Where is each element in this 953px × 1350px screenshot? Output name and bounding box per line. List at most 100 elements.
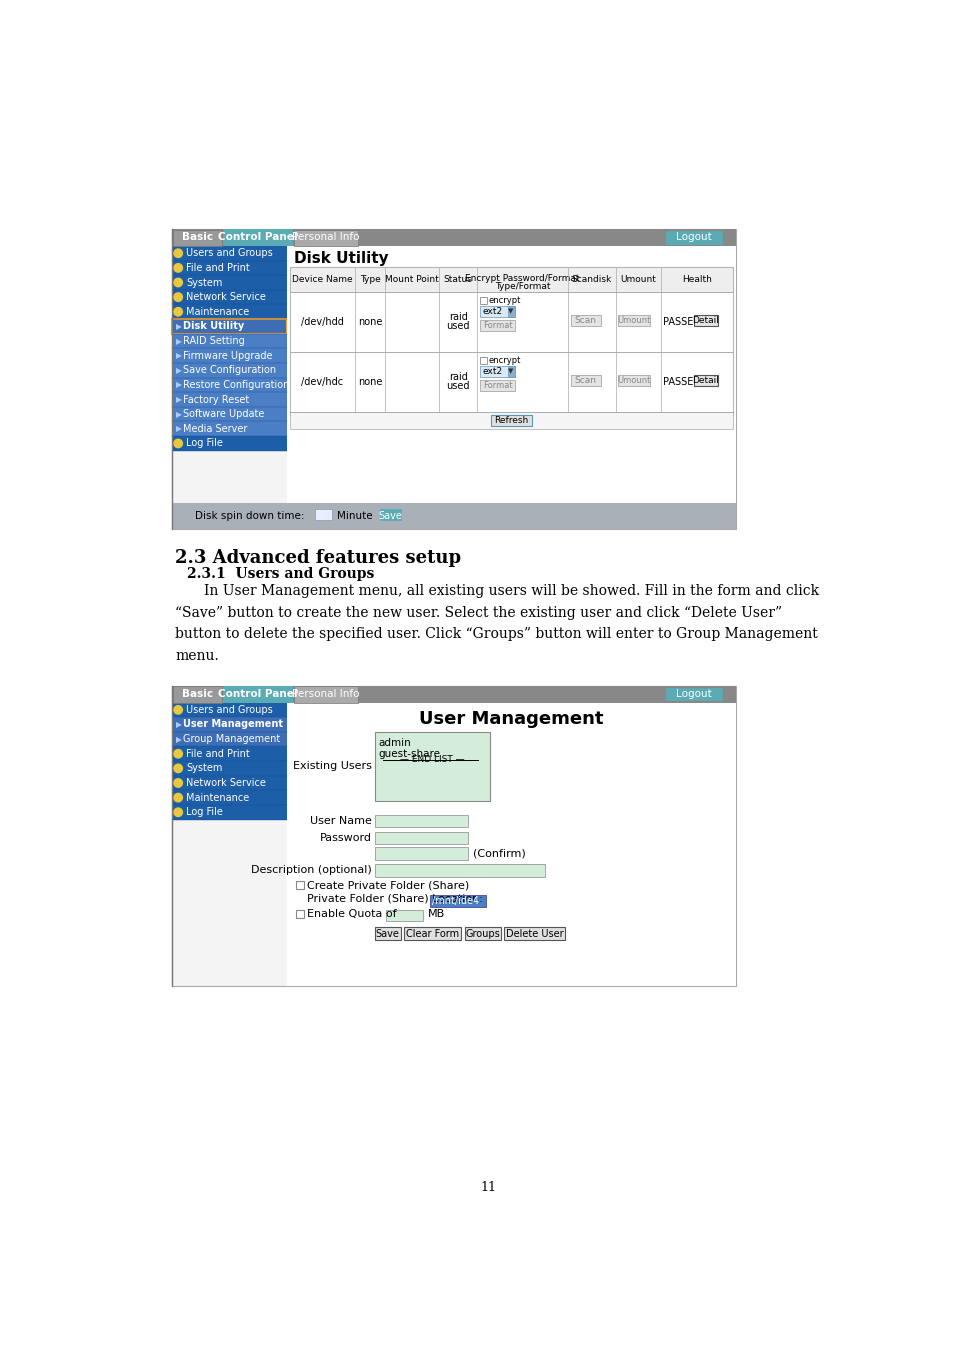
Bar <box>666 688 721 701</box>
Bar <box>172 686 736 702</box>
Text: Logout: Logout <box>676 232 712 243</box>
Text: Log File: Log File <box>186 439 223 448</box>
Bar <box>290 412 732 429</box>
Text: ext2: ext2 <box>482 367 502 375</box>
Text: Umount: Umount <box>617 316 650 325</box>
Bar <box>693 316 718 325</box>
Bar <box>172 776 286 790</box>
Circle shape <box>173 706 182 714</box>
Bar <box>379 509 401 520</box>
Text: Groups: Groups <box>465 929 499 938</box>
Text: Encrypt Password/Format: Encrypt Password/Format <box>465 274 579 282</box>
Circle shape <box>173 308 182 316</box>
Bar <box>480 306 514 317</box>
Text: button to delete the specified user. Click “Groups” button will enter to Group M: button to delete the specified user. Cli… <box>174 628 817 641</box>
Text: Factory Reset: Factory Reset <box>183 394 249 405</box>
Bar <box>294 230 357 246</box>
Text: Scan: Scan <box>575 377 597 385</box>
Bar <box>666 231 721 243</box>
Bar <box>172 761 286 776</box>
Text: — END LIST —: — END LIST — <box>399 755 464 764</box>
Circle shape <box>173 263 182 273</box>
Text: /dev/hdd: /dev/hdd <box>300 317 343 327</box>
Text: Clear Form: Clear Form <box>406 929 458 938</box>
Bar <box>507 366 514 377</box>
Bar <box>571 375 599 386</box>
Text: ▼: ▼ <box>508 308 513 315</box>
Bar <box>172 230 736 529</box>
Text: File and Print: File and Print <box>186 749 250 759</box>
Bar <box>375 927 400 940</box>
Text: Personal Info: Personal Info <box>293 232 359 243</box>
Bar <box>480 366 514 377</box>
Bar <box>480 356 487 363</box>
Text: Control Panel: Control Panel <box>218 688 297 699</box>
Text: Password: Password <box>319 833 372 842</box>
Text: raid: raid <box>449 312 467 321</box>
Bar <box>290 267 732 292</box>
Bar <box>375 832 468 844</box>
Bar <box>385 910 422 921</box>
Text: Health: Health <box>681 275 711 285</box>
Bar <box>286 702 736 986</box>
Bar <box>290 292 732 352</box>
Text: Control Panel: Control Panel <box>218 232 297 243</box>
Text: Save Configuration: Save Configuration <box>183 366 275 375</box>
Text: Umount: Umount <box>617 377 650 385</box>
Text: Network Service: Network Service <box>186 292 266 302</box>
Circle shape <box>173 248 182 258</box>
Text: System: System <box>186 278 222 288</box>
Bar <box>172 290 286 305</box>
Text: User Management: User Management <box>183 720 282 729</box>
Circle shape <box>173 809 182 817</box>
Bar <box>617 316 649 325</box>
Text: used: used <box>446 321 470 331</box>
Text: ▶: ▶ <box>175 336 181 346</box>
Text: none: none <box>357 377 382 387</box>
Bar <box>404 927 460 940</box>
Bar <box>375 815 468 828</box>
Text: Logout: Logout <box>676 688 712 699</box>
Text: ▼: ▼ <box>508 369 513 374</box>
Bar <box>173 230 221 246</box>
Bar <box>430 895 485 907</box>
Circle shape <box>173 293 182 301</box>
Bar <box>223 230 293 246</box>
Text: (Confirm): (Confirm) <box>472 848 525 859</box>
Bar <box>295 882 303 888</box>
Text: File and Print: File and Print <box>186 263 250 273</box>
Text: Media Server: Media Server <box>183 424 247 433</box>
Bar <box>464 927 500 940</box>
Text: “Save” button to create the new user. Select the existing user and click “Delete: “Save” button to create the new user. Se… <box>174 606 781 620</box>
Text: guest-share: guest-share <box>378 749 440 759</box>
Text: none: none <box>357 317 382 327</box>
Text: Refresh: Refresh <box>494 416 528 425</box>
Text: PASSED: PASSED <box>661 377 700 387</box>
Bar <box>315 509 332 520</box>
Text: Disk spin down time:: Disk spin down time: <box>195 512 304 521</box>
Circle shape <box>173 439 182 448</box>
Bar <box>172 363 286 378</box>
Text: Type/Format: Type/Format <box>495 282 550 292</box>
Text: Maintenance: Maintenance <box>186 306 249 317</box>
Bar <box>172 717 286 732</box>
Circle shape <box>173 749 182 757</box>
Text: raid: raid <box>449 371 467 382</box>
Bar <box>172 406 286 421</box>
Bar <box>290 267 732 416</box>
Bar <box>223 686 293 702</box>
Bar <box>504 927 565 940</box>
Text: Device Name: Device Name <box>292 275 353 285</box>
Text: In User Management menu, all existing users will be showed. Fill in the form and: In User Management menu, all existing us… <box>204 585 819 598</box>
Bar <box>571 316 599 325</box>
Text: Users and Groups: Users and Groups <box>186 705 273 716</box>
Bar <box>172 421 286 436</box>
Text: Save: Save <box>375 929 399 938</box>
Text: /mnt/ide4: /mnt/ide4 <box>432 896 479 906</box>
Text: Status: Status <box>443 275 473 285</box>
Text: Private Folder (Share) Location:: Private Folder (Share) Location: <box>307 894 482 904</box>
Bar <box>172 348 286 363</box>
Text: Format: Format <box>482 381 512 390</box>
Bar <box>172 686 736 986</box>
Circle shape <box>173 278 182 286</box>
